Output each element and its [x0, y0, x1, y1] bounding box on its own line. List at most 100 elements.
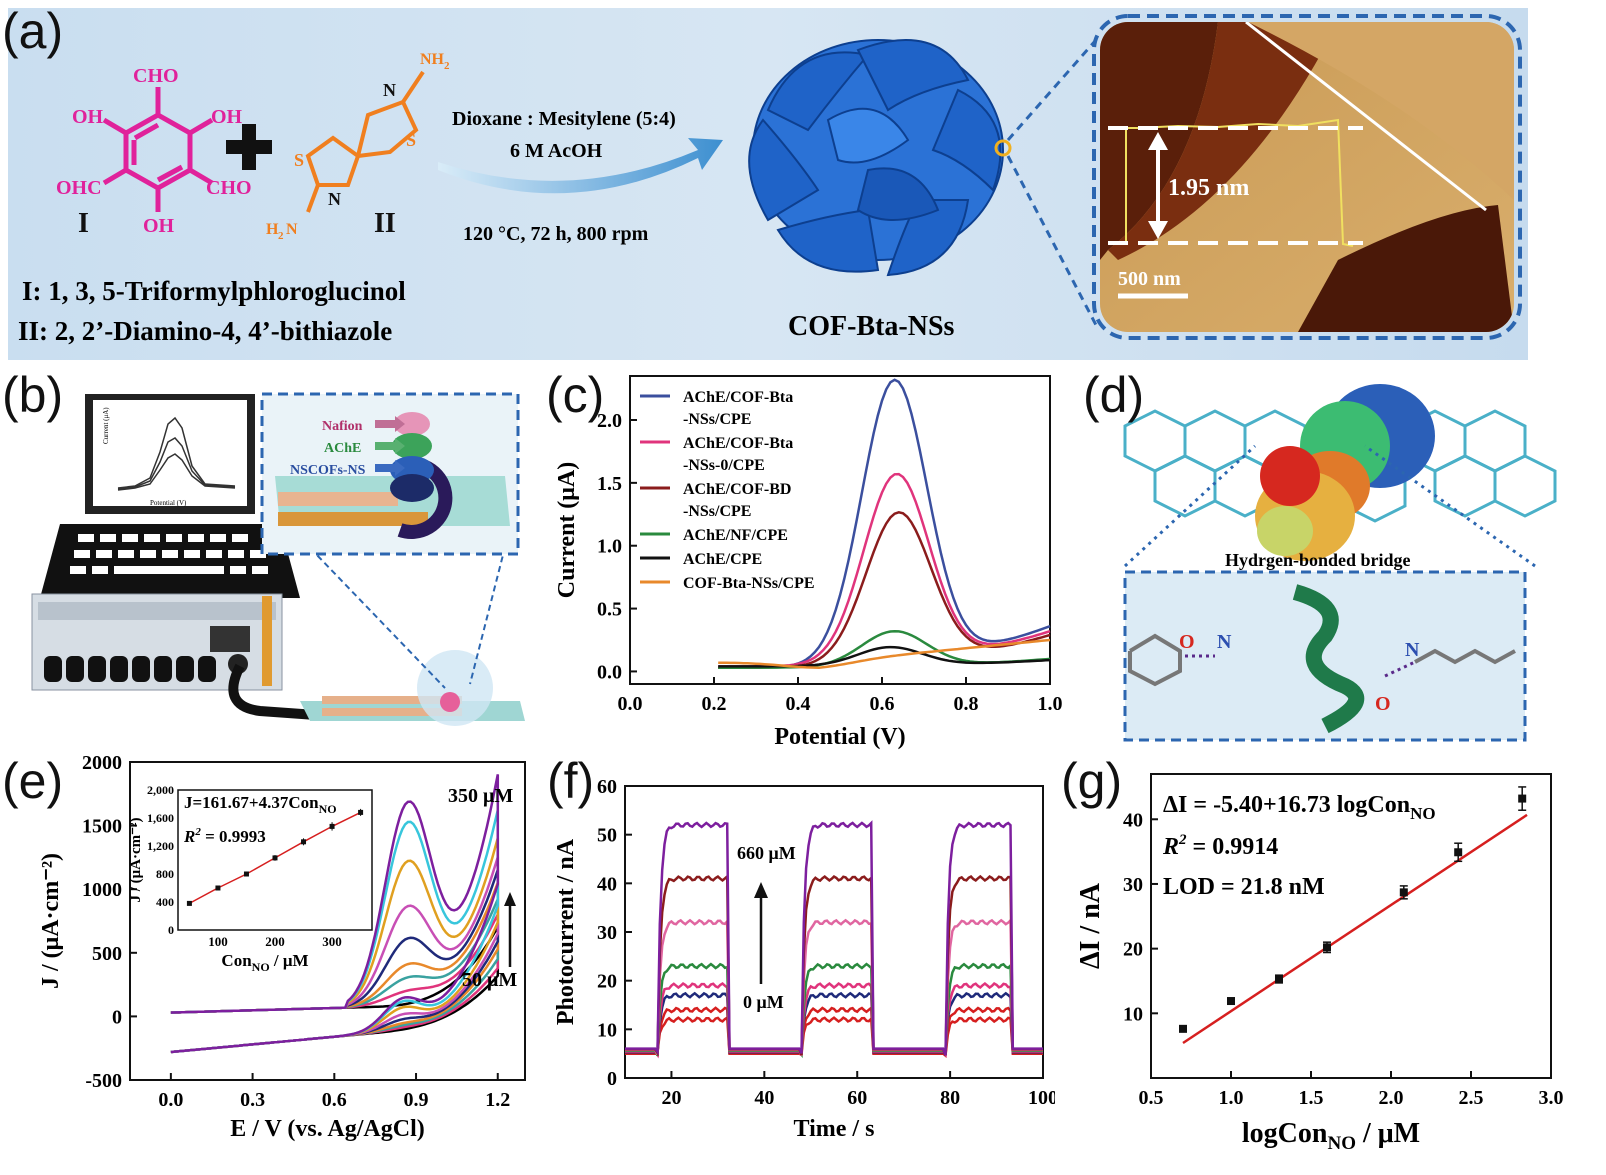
panel-c: 0.0 0.2 0.4 0.6 0.8 1.0 0.0 0.5 1.0 1.5 2.0 Potenti… — [540, 366, 1070, 752]
oh-right: OH — [211, 106, 243, 128]
panel-a-label: (a) — [2, 3, 64, 59]
annotation-high: 660 μM — [737, 843, 796, 863]
x-tick-label: 1.0 — [1219, 1087, 1244, 1109]
y-axis-label: ΔI / nA — [1075, 882, 1106, 969]
photocurrent-series-6 — [625, 873, 1043, 1057]
y-tick-label: 10 — [1123, 1003, 1143, 1025]
data-point — [1323, 943, 1331, 952]
panel-e-label: (e) — [2, 753, 64, 809]
atom-n-left: N — [1217, 631, 1232, 653]
nh2-top-sub: 2 — [444, 60, 450, 72]
inset-r2: R2 = 0.9993 — [183, 826, 266, 846]
y-tick-label: 500 — [92, 943, 122, 965]
photocurrent-series-2 — [625, 991, 1043, 1056]
equation: ΔI = -5.40+16.73 logConNO — [1163, 792, 1436, 823]
x-tick-label: 40 — [754, 1087, 774, 1109]
inset-y-tick-label: 0 — [168, 923, 174, 937]
y-tick-label: 1500 — [82, 816, 122, 838]
x-tick-label: 0.5 — [1139, 1087, 1164, 1109]
afm-image — [1100, 22, 1514, 332]
x-axis-label: Potential (V) — [774, 724, 905, 750]
trend-arrow-head — [504, 892, 516, 906]
chart-g: 0.5 1.0 1.5 2.0 2.5 3.0 10 20 30 40 logConNO / μM Δ… — [1075, 773, 1564, 1154]
laptop-screen-ylabel: Current (μA) — [102, 407, 110, 444]
x-tick-label: 0.6 — [322, 1089, 347, 1111]
y-tick-label: 10 — [597, 1019, 617, 1041]
inset-y-tick-label: 1,200 — [147, 839, 174, 853]
x-tick-label: 3.0 — [1539, 1087, 1564, 1109]
nh2-top: NH — [420, 51, 445, 68]
photocurrent-series-1 — [625, 1005, 1043, 1058]
oh-left: OH — [72, 106, 104, 128]
data-point — [1275, 975, 1283, 984]
electrode-cable — [228, 663, 331, 721]
layer-ache: AChE — [324, 441, 361, 456]
photocurrent-series-4 — [625, 962, 1043, 1059]
data-point — [1399, 888, 1408, 897]
panel-d-label: (d) — [1083, 367, 1145, 423]
zoom-marker — [994, 139, 1012, 157]
y-tick-label: -500 — [85, 1070, 122, 1092]
x-tick-label: 0.8 — [954, 693, 979, 715]
h2n-bottom-sub: 2 — [278, 230, 284, 242]
x-tick-label: 20 — [661, 1087, 681, 1109]
zoom-line-bottom — [1006, 155, 1098, 326]
potentiostat-icon — [31, 593, 283, 691]
legend-label-1: -NSs-0/CPE — [683, 457, 765, 474]
droplet — [417, 650, 493, 726]
panel-g: 0.5 1.0 1.5 2.0 2.5 3.0 10 20 30 40 logConNO / μM Δ… — [1055, 752, 1606, 1170]
s-atom-1: S — [294, 150, 304, 170]
atom-o-left: O — [1179, 631, 1195, 653]
legend-label-2: -NSs/CPE — [683, 503, 751, 520]
panel-c-label: (c) — [546, 367, 605, 423]
afm-height-label: 1.95 nm — [1168, 175, 1249, 201]
panel-b-figure: Current (μA) Potential (V) — [31, 392, 525, 726]
inset-point — [358, 809, 364, 815]
y-tick-label: 40 — [1123, 809, 1143, 831]
x-tick-label: 100 — [1028, 1087, 1055, 1109]
s-atom-2: S — [406, 130, 416, 150]
y-tick-label: 0 — [607, 1068, 617, 1090]
y-tick-label: 0.0 — [597, 661, 622, 683]
panel-b-label: (b) — [2, 367, 64, 423]
x-tick-label: 0.3 — [240, 1089, 265, 1111]
y-tick-label: 60 — [597, 776, 617, 798]
x-tick-label: 80 — [940, 1087, 960, 1109]
series-line-0 — [718, 378, 1051, 669]
inset-point — [301, 839, 307, 845]
legend-label-4: AChE/CPE — [683, 551, 762, 568]
legend-label-1: AChE/COF-Bta — [683, 435, 793, 452]
panel-a: CHO OH CHO OH OHC OH I N S N S NH 2 — [2, 0, 1528, 362]
chart-f: 20 40 60 80 100 0 10 20 30 40 50 60 Time / s Photocur… — [553, 776, 1058, 1142]
compound-II-label: II — [374, 208, 396, 239]
inset-x-tick-label: 300 — [322, 934, 342, 949]
inset-y-tick-label: 400 — [156, 895, 174, 909]
oh-bottom: OH — [143, 215, 175, 237]
inset-equation: J=161.67+4.37ConNO — [184, 793, 337, 816]
y-tick-label: 20 — [1123, 939, 1143, 961]
conditions-acid: 6 M AcOH — [510, 140, 603, 162]
inset-y-tick-label: 2,000 — [147, 783, 174, 797]
trend-arrow-head — [754, 882, 768, 898]
atom-n-right: N — [1405, 639, 1420, 661]
x-tick-label: 1.5 — [1299, 1087, 1324, 1109]
peptide-helix — [1292, 584, 1365, 734]
x-tick-label: 0.2 — [702, 693, 727, 715]
annotation-low: 50 μM — [462, 969, 517, 991]
y-tick-label: 0 — [112, 1006, 122, 1028]
y-tick-label: 30 — [597, 922, 617, 944]
legend-label-3: AChE/NF/CPE — [683, 527, 788, 544]
x-tick-label: 1.2 — [485, 1089, 510, 1111]
y-axis-label: J / (μA·cm⁻²) — [38, 853, 64, 989]
cof-nanosheet-flower — [748, 39, 1004, 277]
layer-nafion: Nafion — [322, 419, 363, 434]
panel-g-label: (g) — [1061, 753, 1123, 809]
x-tick-label: 2.5 — [1459, 1087, 1484, 1109]
compound-I-structure — [102, 87, 214, 212]
y-tick-label: 1.5 — [597, 473, 622, 495]
data-point — [1227, 997, 1235, 1006]
y-tick-label: 30 — [1123, 874, 1143, 896]
afm-frame — [1092, 14, 1522, 340]
legend-I: I: 1, 3, 5-Triformylphloroglucinol — [22, 276, 406, 306]
y-tick-label: 1.0 — [597, 536, 622, 558]
